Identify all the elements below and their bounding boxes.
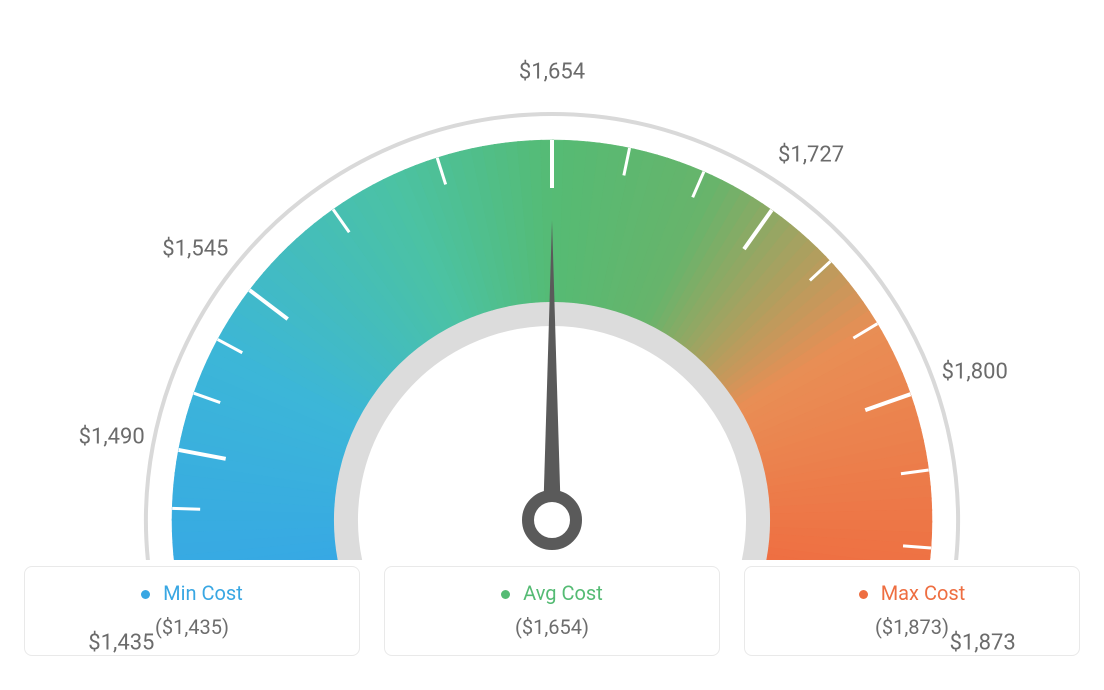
legend-dot-icon (859, 590, 868, 599)
legend-title-text: Min Cost (163, 581, 243, 605)
legend-card-min: Min Cost ($1,435) (24, 566, 360, 656)
gauge-needle-hub (528, 496, 576, 544)
legend-value: ($1,654) (395, 615, 709, 639)
legend-dot-icon (141, 590, 150, 599)
legend-title: Avg Cost (395, 581, 709, 605)
legend-title: Max Cost (755, 581, 1069, 605)
legend-title-text: Avg Cost (523, 581, 603, 605)
legend-card-avg: Avg Cost ($1,654) (384, 566, 720, 656)
cost-gauge-chart: $1,435$1,490$1,545$1,654$1,727$1,800$1,8… (0, 0, 1104, 560)
gauge-svg (0, 0, 1104, 560)
legend-card-max: Max Cost ($1,873) (744, 566, 1080, 656)
legend-value: ($1,435) (35, 615, 349, 639)
legend-dot-icon (501, 590, 510, 599)
legend-title-text: Max Cost (881, 581, 966, 605)
legend-title: Min Cost (35, 581, 349, 605)
legend-value: ($1,873) (755, 615, 1069, 639)
legend-row: Min Cost ($1,435) Avg Cost ($1,654) Max … (0, 566, 1104, 656)
